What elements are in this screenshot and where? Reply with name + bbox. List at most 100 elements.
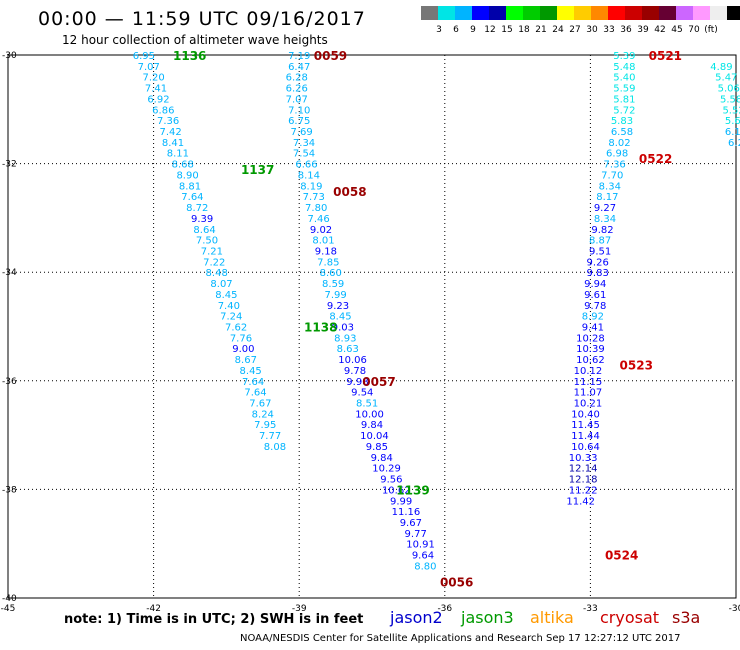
wave-height-value: 7.77	[259, 431, 281, 442]
wave-height-value: 8.34	[594, 214, 616, 225]
wave-height-value: 8.60	[320, 268, 342, 279]
wave-height-value: 8.02	[608, 138, 630, 149]
wave-height-value: 8.34	[599, 181, 621, 192]
wave-height-value: 10.40	[571, 409, 600, 420]
wave-height-value: 8.01	[312, 236, 334, 247]
wave-height-value: 8.41	[162, 138, 184, 149]
legend-jason3: jason3	[461, 608, 514, 627]
wave-height-value: 8.07	[210, 279, 232, 290]
y-tick-label: -34	[2, 268, 17, 278]
wave-height-value: 8.51	[356, 399, 378, 410]
pass-label: 0522	[639, 152, 672, 166]
pass-label: 1139	[396, 483, 429, 497]
color-scale-label: 33	[603, 25, 615, 35]
wave-height-value: 7.64	[242, 377, 264, 388]
color-swatch	[710, 6, 727, 20]
color-scale-label: 36	[620, 25, 632, 35]
color-scale-label: 24	[552, 25, 564, 35]
wave-height-value: 8.45	[215, 290, 237, 301]
wave-height-value: 10.62	[382, 485, 411, 496]
wave-height-value: 10.06	[338, 355, 367, 366]
y-tick-label: -36	[2, 377, 17, 387]
legend-s3a: s3a	[672, 608, 701, 627]
wave-height-value: 9.82	[591, 225, 613, 236]
wave-height-value: 9.64	[412, 551, 434, 562]
wave-height-value: 9.23	[327, 301, 349, 312]
wave-height-value: 7.62	[225, 323, 247, 334]
wave-height-value: 5.58	[720, 94, 740, 105]
wave-height-value: 11.42	[566, 496, 595, 507]
color-swatch	[421, 6, 438, 20]
wave-height-value: 9.41	[582, 323, 604, 334]
wave-height-value: 9.67	[400, 518, 422, 529]
wave-height-value: 7.07	[286, 94, 308, 105]
wave-height-value: 6.47	[288, 62, 310, 73]
wave-height-value: 7.21	[201, 246, 223, 257]
wave-height-value: 8.19	[300, 181, 322, 192]
wave-height-value: 7.99	[324, 290, 346, 301]
y-tick-label: -32	[2, 160, 17, 170]
wave-height-value: 9.61	[584, 290, 606, 301]
color-scale-label: 15	[501, 25, 513, 35]
wave-height-value: 8.68	[172, 160, 194, 171]
wave-height-value: 5.68	[725, 116, 740, 127]
color-swatch	[472, 6, 489, 20]
wave-height-value: 8.93	[334, 333, 356, 344]
color-swatch	[659, 6, 676, 20]
wave-height-value: 7.73	[303, 192, 325, 203]
wave-height-value: 10.64	[571, 442, 600, 453]
wave-height-value: 8.45	[240, 366, 262, 377]
wave-height-value: 6.86	[152, 105, 174, 116]
color-swatch	[489, 6, 506, 20]
wave-height-value: 9.85	[366, 442, 388, 453]
wave-height-value: 5.72	[613, 105, 635, 116]
wave-height-value: 7.42	[159, 127, 181, 138]
wave-height-value: 6.58	[611, 127, 633, 138]
chart-subtitle: 12 hour collection of altimeter wave hei…	[62, 33, 328, 47]
wave-height-value: 10.28	[576, 333, 605, 344]
wave-height-value: 8.11	[167, 149, 189, 160]
wave-height-value: 6.26	[286, 84, 308, 95]
legend-jason2: jason2	[390, 608, 443, 627]
wave-height-value: 6.95	[133, 51, 155, 62]
wave-height-value: 9.98	[346, 377, 368, 388]
wave-height-value: 6.19	[725, 127, 740, 138]
wave-height-value: 9.54	[351, 388, 373, 399]
pass-label: 0057	[362, 375, 395, 389]
color-swatch	[523, 6, 540, 20]
wave-height-value: 8.72	[186, 203, 208, 214]
x-tick-label: -30	[729, 604, 740, 614]
wave-height-value: 11.44	[571, 431, 600, 442]
wave-height-value: 8.59	[322, 279, 344, 290]
wave-height-value: 10.04	[360, 431, 389, 442]
color-scale-label: 3	[436, 25, 442, 35]
wave-height-value: 7.46	[307, 214, 329, 225]
wave-height-value: 8.14	[298, 170, 320, 181]
color-swatch	[506, 6, 523, 20]
color-scale-label: 39	[637, 25, 649, 35]
wave-height-value: 8.17	[596, 192, 618, 203]
color-scale-label: 9	[470, 25, 476, 35]
pass-label: 0523	[620, 359, 653, 373]
wave-height-value: 8.92	[582, 312, 604, 323]
wave-height-value: 8.80	[414, 561, 436, 572]
wave-height-value: 9.03	[332, 323, 354, 334]
wave-height-value: 11.45	[571, 420, 600, 431]
wave-height-value: 5.47	[715, 73, 737, 84]
wave-height-value: 7.69	[290, 127, 312, 138]
color-swatch	[557, 6, 574, 20]
wave-height-value: 9.78	[344, 366, 366, 377]
wave-height-value: 10.91	[406, 540, 435, 551]
wave-height-value: 9.84	[371, 453, 393, 464]
color-scale-label: 70	[688, 25, 700, 35]
wave-height-value: 9.83	[587, 268, 609, 279]
wave-height-value: 7.41	[145, 84, 167, 95]
color-scale-label: 21	[535, 25, 547, 35]
wave-height-value: 6.2	[728, 138, 740, 149]
color-swatch	[693, 6, 710, 20]
pass-label: 1137	[241, 163, 274, 177]
wave-height-value: 7.80	[305, 203, 327, 214]
legend-cryosat: cryosat	[600, 608, 660, 627]
color-scale-label: 42	[654, 25, 666, 35]
wave-height-value: 11.07	[574, 388, 603, 399]
